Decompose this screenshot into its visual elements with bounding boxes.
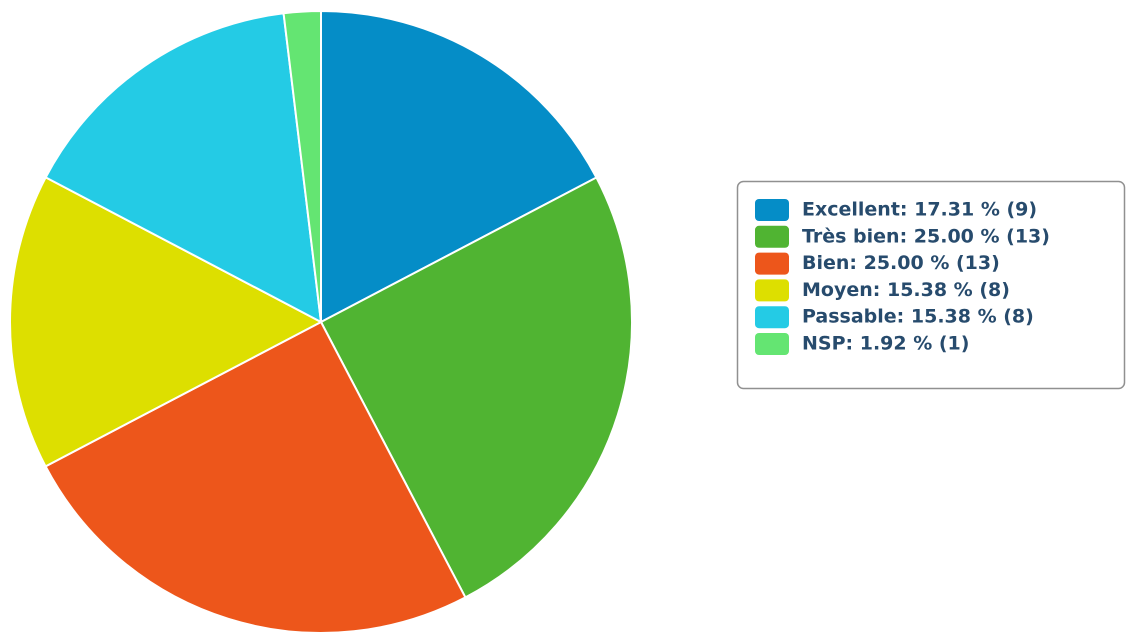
pie-slice — [44, 320, 467, 633]
legend-box — [736, 180, 1126, 390]
pie-slice — [320, 9, 598, 324]
pie-slice — [44, 12, 323, 324]
legend-label: NSP: 1.92 % (1) — [802, 333, 969, 355]
legend-label: Passable: 15.38 % (8) — [802, 306, 1034, 328]
legend-swatch — [755, 252, 789, 275]
legend-swatch — [755, 333, 789, 355]
legend-swatch — [755, 199, 789, 221]
legend-label: Excellent: 17.31 % (9) — [802, 199, 1037, 221]
legend-label: Moyen: 15.38 % (8) — [802, 279, 1010, 301]
legend-label: Très bien: 25.00 % (13) — [802, 225, 1050, 247]
legend-label: Bien: 25.00 % (13) — [802, 252, 1000, 274]
legend-swatch — [755, 225, 789, 248]
pie-slice — [282, 9, 322, 323]
legend-swatch — [755, 279, 789, 302]
pie-slice — [319, 176, 633, 599]
legend-swatch — [755, 306, 789, 329]
pie-slice — [9, 176, 324, 468]
